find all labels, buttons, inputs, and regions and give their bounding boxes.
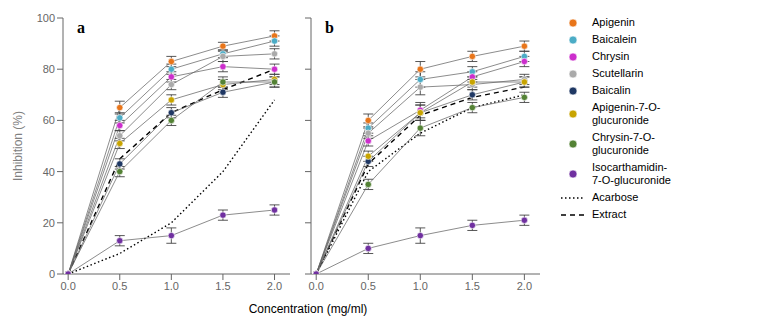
html-text:Extract: Extract xyxy=(592,208,627,220)
html-text:b: b xyxy=(325,19,334,36)
svg-text:0.5: 0.5 xyxy=(361,280,376,292)
svg-text:1.0: 1.0 xyxy=(413,280,428,292)
html-text:Baicalin: Baicalin xyxy=(592,84,631,96)
svg-text:Inhibition (%): Inhibition (%) xyxy=(11,111,25,181)
svg-text:2.0: 2.0 xyxy=(517,280,532,292)
svg-text:80: 80 xyxy=(43,63,55,75)
svg-text:0: 0 xyxy=(49,268,55,280)
svg-text:0.0: 0.0 xyxy=(61,280,76,292)
svg-text:0.5: 0.5 xyxy=(112,280,127,292)
svg-text:1.5: 1.5 xyxy=(465,280,480,292)
html-text:Isocarthamidin- 7-O-glucuronid: Isocarthamidin- 7-O-glucuronide xyxy=(592,161,671,186)
html-text:a: a xyxy=(77,19,85,36)
html-text:Acarbose: Acarbose xyxy=(592,191,639,203)
html-text:Apigenin-7-O- glucuronide: Apigenin-7-O- glucuronide xyxy=(592,101,661,126)
svg-text:40: 40 xyxy=(43,166,55,178)
html-text:Concentration (mg/ml): Concentration (mg/ml) xyxy=(248,302,368,316)
svg-text:2.0: 2.0 xyxy=(267,280,282,292)
svg-text:60: 60 xyxy=(43,114,55,126)
svg-text:20: 20 xyxy=(43,217,55,229)
html-text:Chrysin: Chrysin xyxy=(592,50,630,62)
html-text:Baicalein: Baicalein xyxy=(592,33,637,45)
html-text:Chrysin-7-O- glucuronide: Chrysin-7-O- glucuronide xyxy=(592,131,655,156)
html-text:Apigenin: Apigenin xyxy=(592,16,635,28)
svg-text:1.5: 1.5 xyxy=(215,280,230,292)
svg-text:100: 100 xyxy=(37,12,55,24)
svg-text:1.0: 1.0 xyxy=(164,280,179,292)
html-text:Scutellarin: Scutellarin xyxy=(592,67,644,79)
svg-text:0.0: 0.0 xyxy=(309,280,324,292)
